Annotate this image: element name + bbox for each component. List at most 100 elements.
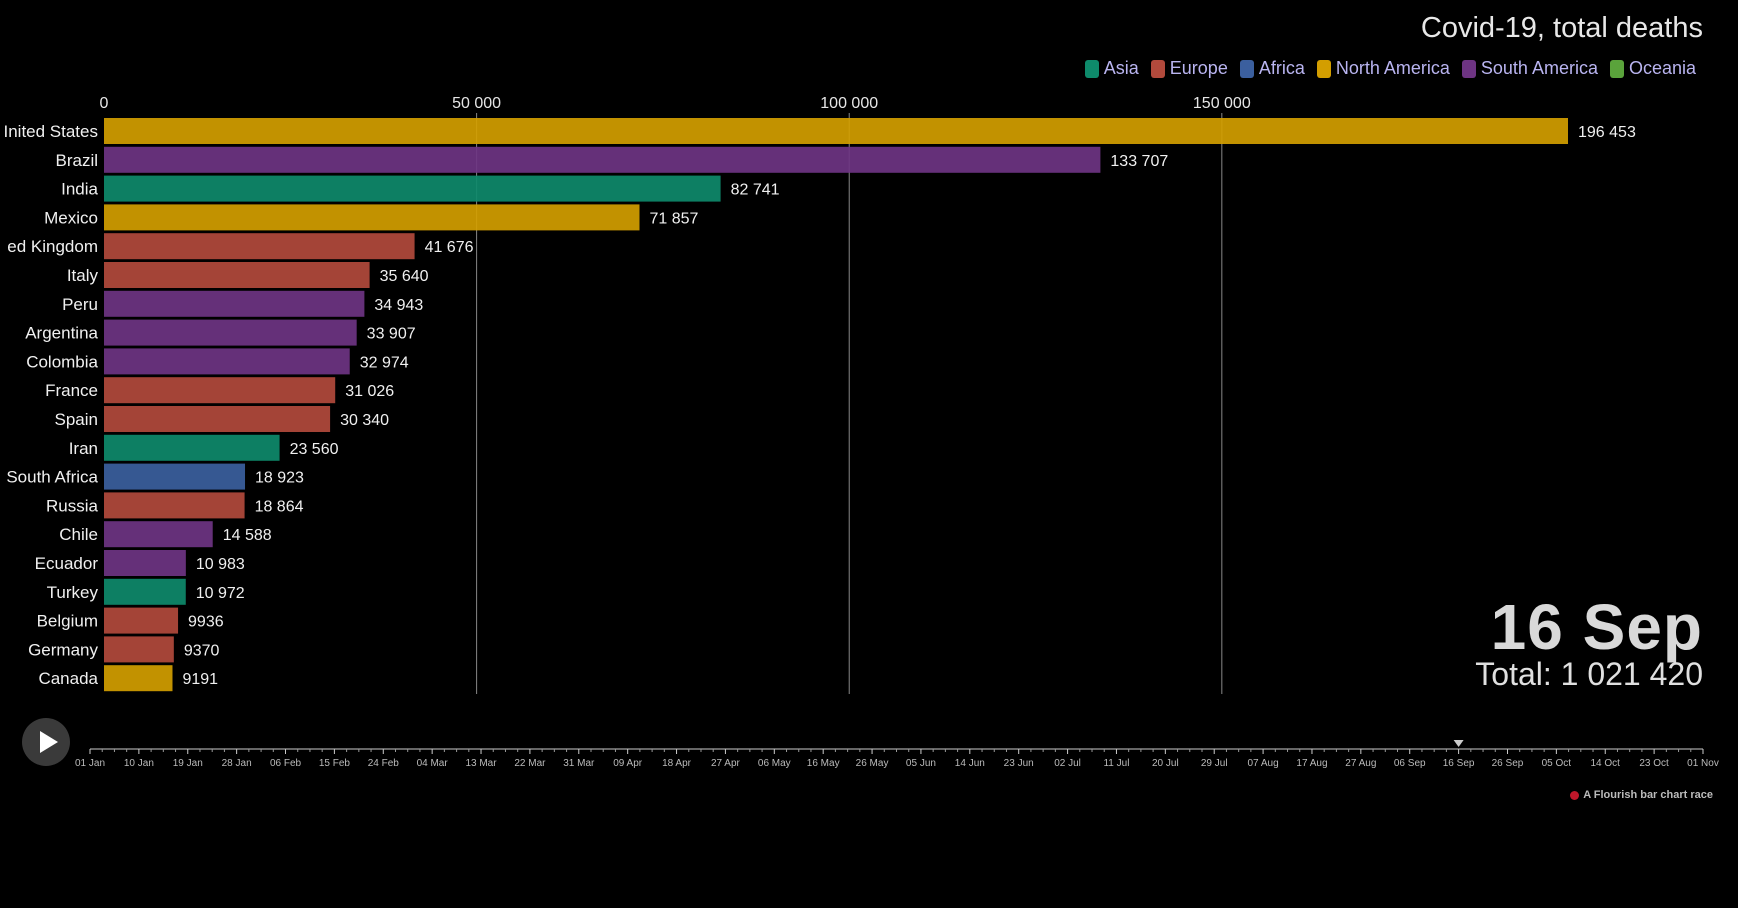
timeline-label: 27 Aug	[1345, 758, 1376, 769]
category-label: South Africa	[6, 468, 98, 487]
category-label: Chile	[59, 525, 98, 544]
category-label: Turkey	[47, 583, 99, 602]
bar	[104, 175, 721, 202]
legend-swatch	[1150, 59, 1165, 78]
bar	[104, 434, 280, 461]
timeline-label: 28 Jan	[222, 758, 252, 769]
bar	[104, 636, 174, 663]
category-label: Canada	[38, 669, 98, 688]
legend-item-north-america[interactable]: North America	[1316, 58, 1450, 79]
timeline-label: 22 Mar	[514, 758, 546, 769]
value-label: 9191	[182, 671, 218, 688]
timeline-label: 07 Aug	[1248, 758, 1279, 769]
category-label: Mexico	[44, 208, 98, 227]
legend-item-asia[interactable]: Asia	[1084, 58, 1139, 79]
timeline-label: 11 Jul	[1103, 758, 1129, 769]
timeline-label: 26 Sep	[1492, 758, 1524, 769]
timeline-label: 26 May	[856, 758, 889, 769]
bar	[104, 262, 370, 288]
category-label: Italy	[67, 266, 99, 285]
legend-swatch	[1461, 59, 1476, 78]
category-label: Colombia	[26, 352, 98, 371]
timeline-label: 23 Oct	[1639, 758, 1669, 769]
legend-label: Oceania	[1628, 58, 1696, 78]
bar	[104, 406, 331, 432]
x-tick-label: 100 000	[820, 95, 878, 112]
value-label: 32 974	[360, 354, 409, 371]
category-label: Peru	[62, 295, 98, 314]
chart-title: Covid-19, total deaths	[1420, 12, 1703, 44]
timeline-label: 02 Jul	[1054, 758, 1081, 769]
x-tick-label: 0	[100, 95, 109, 112]
legend-item-africa[interactable]: Africa	[1239, 58, 1305, 79]
value-label: 41 676	[425, 239, 474, 256]
x-tick-label: 150 000	[1193, 95, 1251, 112]
legend-label: North America	[1335, 58, 1450, 78]
value-label: 30 340	[340, 412, 389, 429]
value-label: 33 907	[367, 326, 416, 343]
timeline-label: 06 Sep	[1394, 758, 1426, 769]
timeline-label: 24 Feb	[368, 758, 400, 769]
category-label: India	[61, 180, 98, 199]
timeline-label: 06 Feb	[270, 758, 302, 769]
category-label: Iran	[69, 439, 98, 458]
value-label: 133 707	[1110, 153, 1168, 170]
value-label: 9936	[188, 614, 224, 631]
total-deaths: Total: 1 021 420	[1475, 656, 1703, 692]
value-label: 10 983	[196, 556, 245, 573]
play-icon	[39, 731, 58, 753]
x-tick-label: 50 000	[452, 95, 501, 112]
timeline-label: 19 Jan	[173, 758, 203, 769]
category-label: France	[45, 381, 98, 400]
timeline-scrubber[interactable]: 01 Jan 10 Jan 19 Jan 28 Jan 06 Feb 15 Feb 24 F…	[0, 730, 1738, 780]
value-label: 18 923	[255, 470, 304, 487]
legend: Asia Europe Africa North America South A…	[1084, 58, 1696, 79]
timeline-label: 13 Mar	[465, 758, 497, 769]
category-label: Brazil	[55, 151, 98, 170]
bar	[104, 377, 336, 404]
category-label: Ecuador	[35, 554, 99, 573]
value-label: 18 864	[255, 498, 304, 515]
bar	[104, 204, 640, 231]
value-label: 23 560	[290, 441, 339, 458]
legend-item-europe[interactable]: Europe	[1150, 58, 1228, 79]
legend-label: Europe	[1169, 58, 1228, 78]
flourish-credit[interactable]: A Flourish bar chart race	[1570, 789, 1713, 801]
bar	[104, 550, 186, 576]
category-label: Spain	[55, 410, 98, 429]
category-label: ed Kingdom	[7, 237, 98, 256]
value-label: 35 640	[380, 268, 429, 285]
category-label: Inited States	[3, 122, 98, 141]
timeline-label: 14 Jun	[955, 758, 985, 769]
category-label: Russia	[46, 496, 99, 515]
bar	[104, 319, 357, 346]
timeline-label: 04 Mar	[417, 758, 449, 769]
bar	[104, 521, 213, 548]
legend-item-oceania[interactable]: Oceania	[1609, 58, 1696, 79]
value-label: 82 741	[731, 182, 780, 199]
category-label: Germany	[28, 640, 98, 659]
bar	[104, 233, 415, 260]
category-label: Belgium	[37, 612, 98, 631]
value-label: 9370	[184, 642, 220, 659]
bar	[104, 463, 246, 490]
legend-label: Asia	[1103, 58, 1139, 78]
legend-swatch	[1609, 59, 1624, 78]
legend-label: Africa	[1258, 58, 1305, 78]
value-label: 10 972	[196, 585, 245, 602]
timeline-label: 16 Sep	[1443, 758, 1475, 769]
timeline-label: 16 May	[807, 758, 840, 769]
value-label: 14 588	[223, 527, 272, 544]
legend-item-south-america[interactable]: South America	[1461, 58, 1598, 79]
timeline-label: 29 Jul	[1201, 758, 1228, 769]
timeline-label: 23 Jun	[1004, 758, 1034, 769]
timeline-label: 06 May	[758, 758, 791, 769]
current-date: 16 Sep	[1490, 591, 1703, 663]
bar	[104, 348, 350, 375]
timeline-label: 09 Apr	[613, 758, 643, 769]
timeline-label: 15 Feb	[319, 758, 351, 769]
play-button[interactable]	[22, 718, 70, 766]
timeline-label: 18 Apr	[662, 758, 692, 769]
bar	[104, 607, 179, 634]
value-label: 34 943	[374, 297, 423, 314]
